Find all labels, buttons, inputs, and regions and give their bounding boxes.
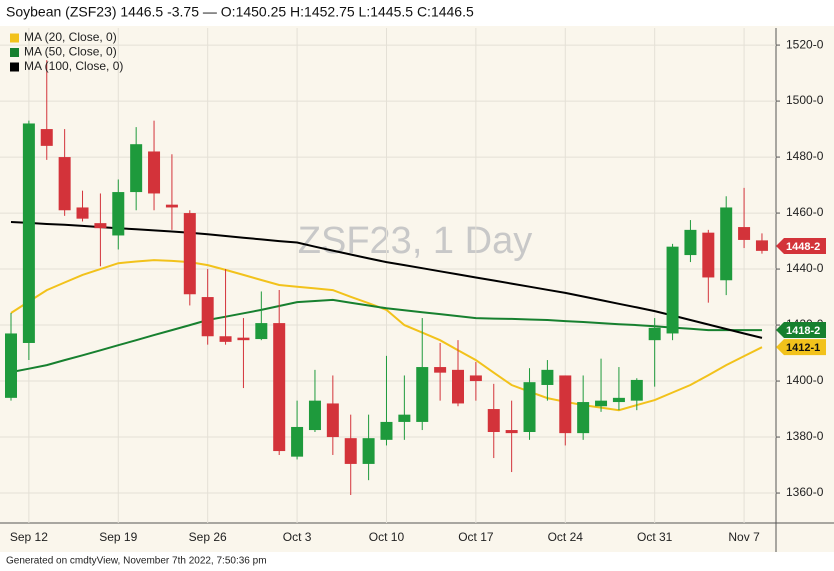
legend-label: MA (100, Close, 0): [24, 59, 123, 73]
candle-body: [577, 402, 590, 434]
candle-body: [612, 397, 625, 403]
candle-body: [648, 327, 661, 341]
y-tick-label: 1400-0: [786, 373, 824, 387]
legend-swatch: [10, 33, 19, 43]
candle-body: [666, 246, 679, 334]
price-tag-label: 1448-2: [786, 241, 820, 253]
footer: Generated on cmdtyView, November 7th 202…: [6, 556, 267, 567]
x-tick-label: Oct 24: [548, 530, 584, 544]
candle-body: [720, 207, 733, 281]
overlay: 1412-1 1418-2 1448-2 MA (20, Close, 0)MA (5…: [10, 30, 826, 356]
candle-body: [541, 369, 554, 385]
ma-tag-label: 1412-1: [786, 342, 820, 354]
price-tag: [776, 237, 826, 254]
y-tick-label: 1460-0: [786, 205, 824, 219]
y-tick-label: 1520-0: [786, 37, 824, 51]
candle-body: [452, 369, 464, 404]
chart-title: Soybean (ZSF23) 1446.5 -3.75 — O:1450.25…: [6, 4, 474, 20]
candle-body: [165, 204, 178, 208]
y-tick-label: 1380-0: [786, 429, 824, 443]
candle-body: [434, 367, 447, 373]
candle-body: [201, 297, 214, 337]
x-tick-label: Sep 19: [99, 530, 137, 544]
candle-body: [112, 192, 125, 236]
candle-body: [22, 123, 35, 343]
y-tick-label: 1500-0: [786, 93, 824, 107]
y-tick-label: 1360-0: [786, 485, 824, 499]
candle-body: [416, 367, 429, 422]
candle-body: [702, 232, 715, 278]
title-bar: [0, 0, 834, 26]
chart-background: [0, 0, 834, 552]
x-tick-label: Oct 10: [369, 530, 405, 544]
candle-body: [237, 337, 250, 341]
legend-label: MA (50, Close, 0): [24, 45, 117, 59]
footer-bar: [0, 552, 834, 571]
candle-body: [738, 227, 751, 240]
x-tick-label: Nov 7: [728, 530, 760, 544]
legend-swatch: [10, 62, 19, 72]
candle-body: [40, 129, 53, 146]
candle-body: [219, 336, 232, 342]
candle-body: [308, 400, 321, 431]
candle-body: [505, 430, 518, 434]
candle-body: [5, 333, 17, 398]
x-tick-label: Sep 26: [189, 530, 227, 544]
ma-tag-label: 1418-2: [786, 325, 820, 337]
ma-tag: [776, 321, 826, 338]
moving-average-line: [10, 221, 763, 339]
candle-body: [398, 414, 411, 422]
candle-body: [130, 144, 143, 193]
moving-average-line: [10, 298, 762, 374]
candle-body: [595, 400, 608, 407]
candle-body: [183, 213, 196, 295]
watermark: ZSF23, 1 Day: [298, 220, 532, 262]
candle-body: [94, 223, 107, 229]
x-tick-label: Oct 31: [637, 530, 673, 544]
candle-body: [487, 409, 500, 433]
candle-body: [291, 426, 304, 457]
candle-body: [362, 438, 375, 464]
candle-body: [148, 151, 161, 194]
candle-body: [755, 240, 768, 251]
x-tick-label: Sep 12: [10, 530, 48, 544]
x-tick-label: Oct 17: [458, 530, 494, 544]
candle-body: [273, 323, 286, 452]
y-tick-label: 1440-0: [786, 261, 824, 275]
candle-body: [344, 438, 357, 464]
candle-body: [76, 207, 89, 219]
candle-body: [255, 323, 268, 340]
candle-body: [559, 375, 572, 434]
candle-body: [630, 379, 643, 401]
plot: [5, 60, 768, 496]
candle-body: [523, 382, 536, 433]
candle-body: [469, 375, 482, 382]
legend-label: MA (20, Close, 0): [24, 30, 117, 44]
candle-body: [58, 157, 71, 211]
y-tick-label: 1480-0: [786, 149, 824, 163]
candle-body: [326, 403, 339, 438]
candle-body: [380, 421, 393, 440]
legend-swatch: [10, 48, 19, 57]
candle-body: [684, 229, 697, 256]
ma-tag: [776, 339, 826, 356]
x-tick-label: Oct 3: [283, 530, 312, 544]
